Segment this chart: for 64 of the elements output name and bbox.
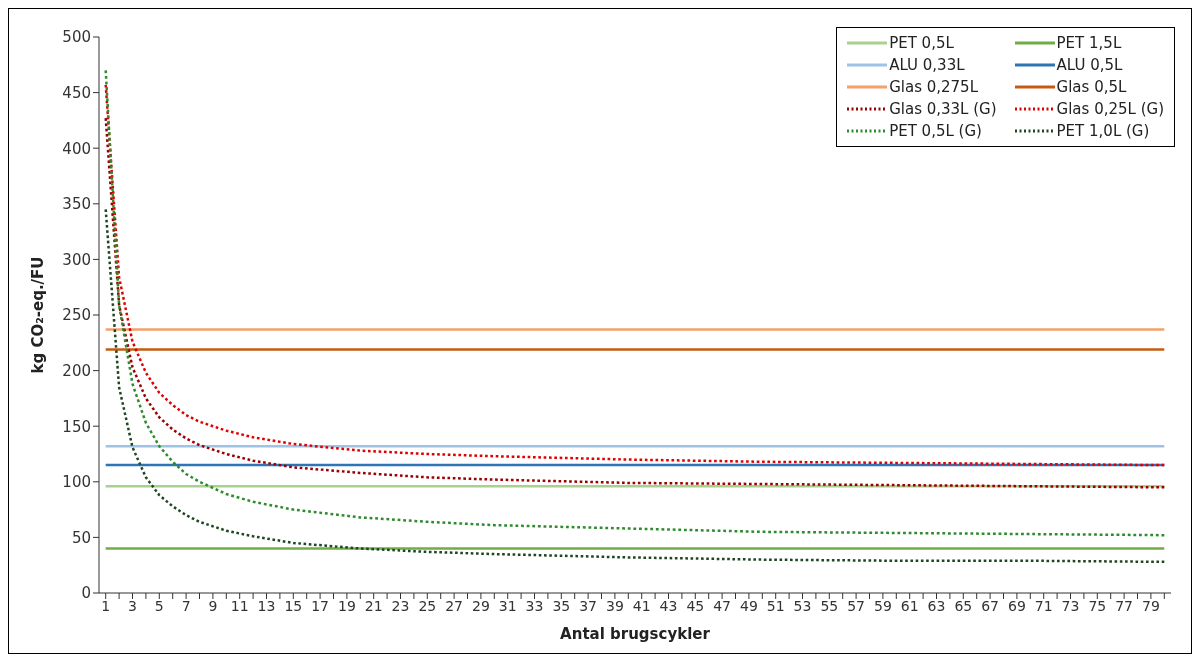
x-tick-label: 49 [739,597,758,614]
x-tick-label: 77 [1115,597,1134,614]
x-tick-label: 55 [820,597,839,614]
x-tick-label: 63 [927,597,946,614]
y-tick-label: 350 [62,195,91,214]
legend-label: Glas 0,25L (G) [1056,100,1164,118]
x-tick-label: 31 [498,597,517,614]
x-tick-label: 7 [181,597,191,614]
legend-label: Glas 0,33L (G) [889,100,997,118]
x-tick-label: 57 [847,597,866,614]
legend-label: ALU 0,5L [1056,56,1123,74]
x-tick-label: 71 [1034,597,1053,614]
x-tick-label: 53 [793,597,812,614]
y-tick-label: 50 [71,528,91,547]
x-tick-label: 33 [525,597,544,614]
x-tick-label: 39 [605,597,624,614]
legend-label: ALU 0,33L [889,56,965,74]
x-tick-label: 5 [154,597,164,614]
x-tick-label: 25 [418,597,437,614]
x-tick-label: 47 [713,597,732,614]
x-axis-title: Antal brugscykler [560,625,711,643]
x-tick-label: 13 [257,597,276,614]
x-tick-label: 51 [766,597,785,614]
x-tick-label: 35 [552,597,571,614]
x-tick-label: 79 [1141,597,1160,614]
y-tick-label: 450 [62,83,91,102]
x-tick-label: 9 [208,597,218,614]
x-tick-label: 75 [1088,597,1107,614]
x-tick-label: 29 [471,597,490,614]
y-tick-label: 400 [62,139,91,158]
line-series [104,208,1166,564]
y-tick-label: 300 [62,250,91,269]
y-tick-label: 200 [62,361,91,380]
y-tick-label: 500 [62,28,91,47]
x-tick-label: 23 [391,597,410,614]
x-tick-label: 73 [1061,597,1080,614]
x-tick-label: 27 [445,597,464,614]
x-tick-label: 45 [686,597,705,614]
legend-label: Glas 0,275L [889,78,979,96]
x-tick-label: 37 [579,597,598,614]
y-tick-label: 250 [62,306,91,325]
x-tick-label: 65 [954,597,973,614]
legend-label: PET 0,5L (G) [889,122,982,140]
legend-label: PET 0,5L [889,34,954,52]
x-tick-label: 59 [873,597,892,614]
legend-label: PET 1,0L (G) [1056,122,1150,140]
y-tick-label: 150 [62,417,91,436]
x-tick-label: 19 [337,597,356,614]
x-tick-label: 15 [284,597,303,614]
x-tick-label: 11 [230,597,249,614]
x-tick-label: 61 [900,597,919,614]
x-tick-label: 1 [101,597,111,614]
legend-label: Glas 0,5L [1056,78,1127,96]
x-tick-label: 21 [364,597,383,614]
legend-label: PET 1,5L [1056,34,1122,52]
x-tick-label: 17 [311,597,330,614]
x-tick-label: 67 [981,597,1000,614]
y-axis-title: kg CO₂-eq./FU [29,256,47,374]
x-tick-label: 3 [128,597,137,614]
x-tick-label: 43 [659,597,678,614]
y-tick-label: 0 [81,584,91,603]
x-tick-label: 41 [632,597,651,614]
x-tick-label: 69 [1007,597,1026,614]
y-tick-label: 100 [62,473,91,492]
